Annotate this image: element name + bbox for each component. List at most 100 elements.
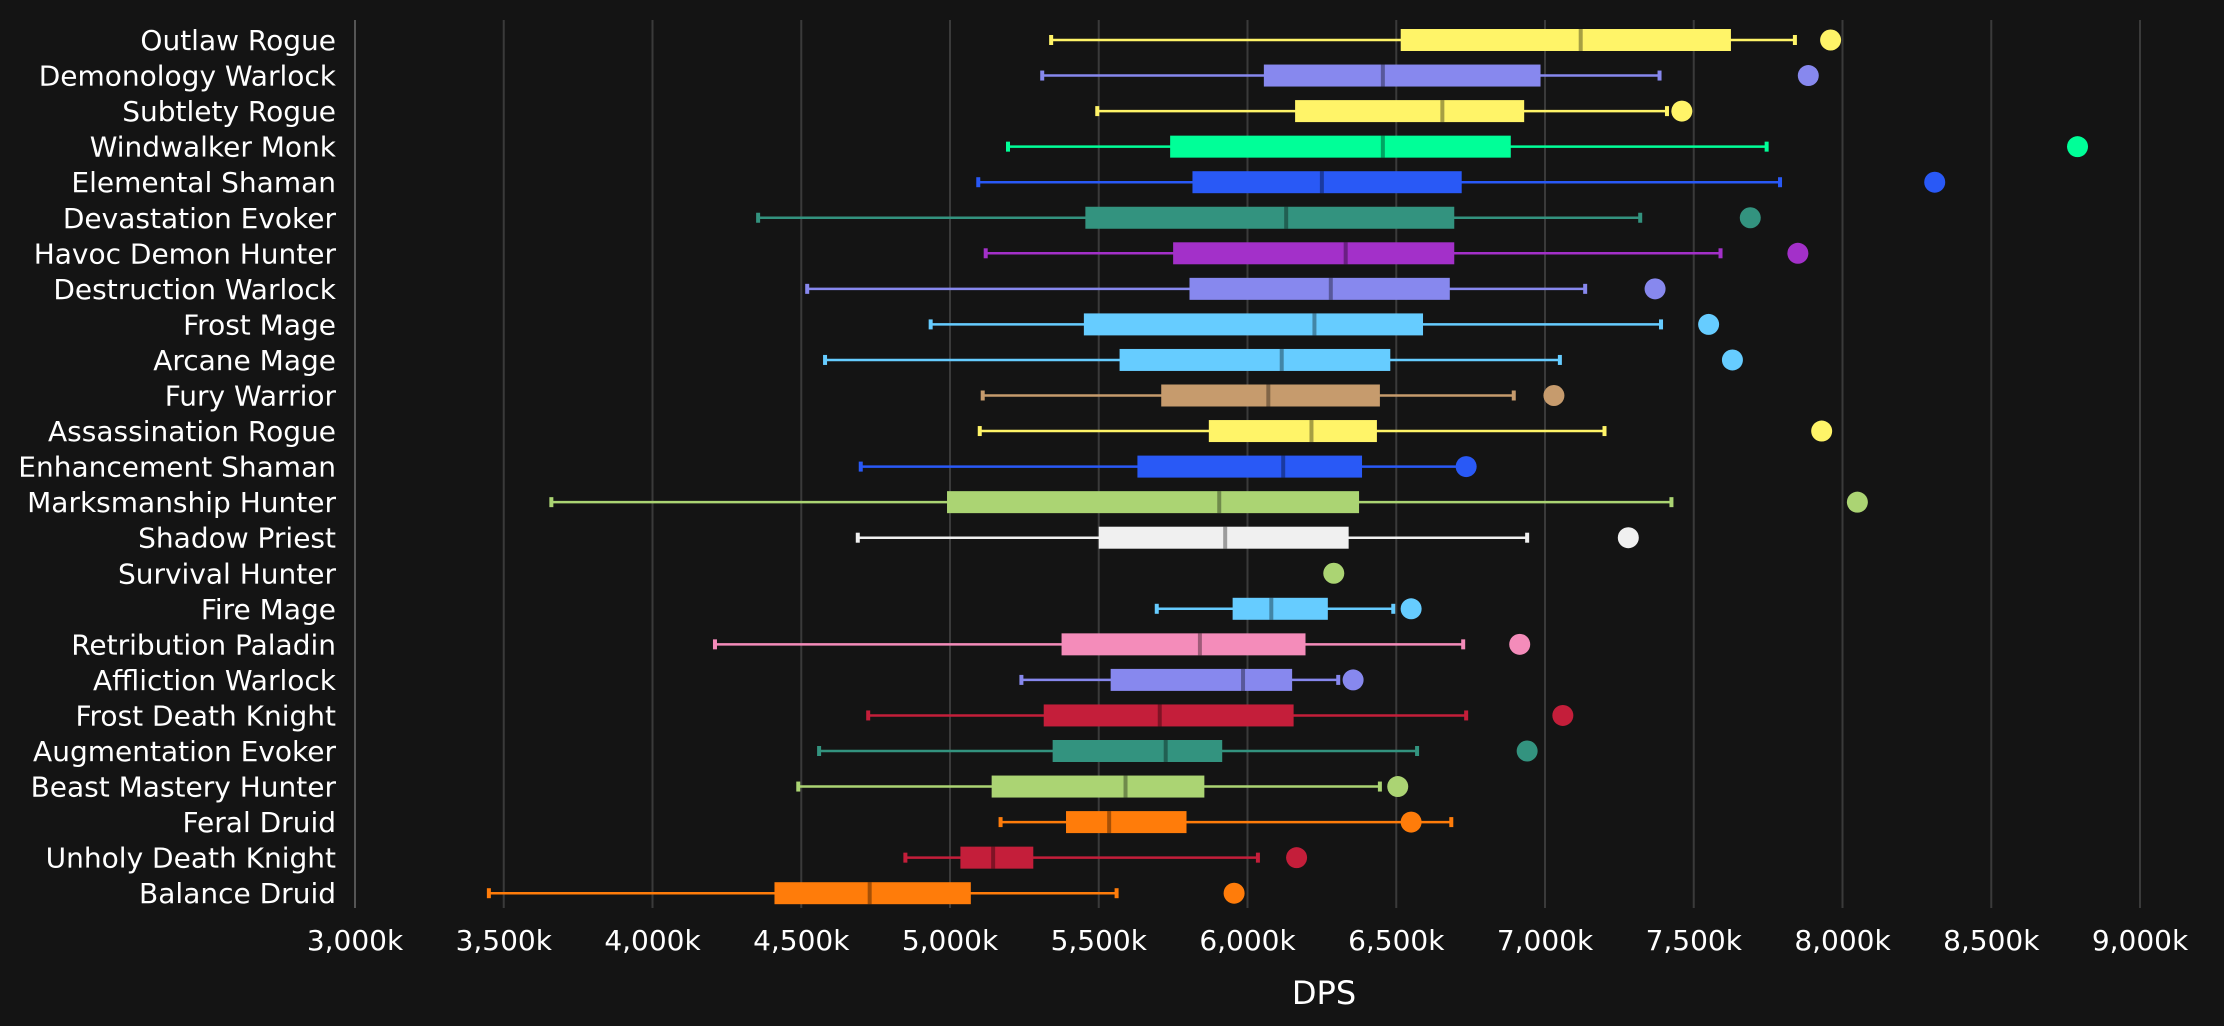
max-point bbox=[1820, 29, 1842, 51]
box-iqr bbox=[960, 846, 1034, 869]
series-frost-death-knight bbox=[866, 704, 1574, 727]
x-tick-label: 5,000k bbox=[902, 924, 999, 957]
series-balance-druid bbox=[486, 882, 1245, 905]
series-windwalker-monk bbox=[1006, 135, 2089, 158]
x-tick-label: 9,000k bbox=[2092, 924, 2189, 957]
y-category-label: Arcane Mage bbox=[153, 344, 336, 377]
y-category-label: Assassination Rogue bbox=[48, 415, 336, 448]
y-category-label: Fire Mage bbox=[201, 593, 336, 626]
x-tick-label: 4,500k bbox=[753, 924, 850, 957]
series-beast-mastery-hunter bbox=[796, 775, 1409, 798]
box-iqr bbox=[1061, 633, 1306, 656]
box-iqr bbox=[1192, 171, 1462, 194]
box-iqr bbox=[1400, 29, 1731, 51]
box-iqr bbox=[1232, 597, 1328, 620]
x-tick-label: 3,000k bbox=[307, 924, 404, 957]
series-shadow-priest bbox=[855, 526, 1639, 549]
y-category-label: Unholy Death Knight bbox=[46, 842, 336, 875]
y-category-label: Devastation Evoker bbox=[63, 202, 337, 235]
series-affliction-warlock bbox=[1019, 668, 1364, 691]
x-tick-label: 8,000k bbox=[1794, 924, 1891, 957]
box-iqr bbox=[1161, 384, 1380, 407]
y-category-label: Elemental Shaman bbox=[71, 166, 336, 199]
box-iqr bbox=[1043, 704, 1294, 727]
series-destruction-warlock bbox=[805, 277, 1666, 300]
x-tick-label: 5,500k bbox=[1051, 924, 1148, 957]
max-point bbox=[1787, 242, 1809, 264]
series-devastation-evoker bbox=[756, 206, 1761, 229]
max-point bbox=[1543, 385, 1565, 406]
max-point bbox=[1223, 882, 1245, 904]
max-point bbox=[1739, 207, 1761, 229]
box-iqr bbox=[1066, 811, 1187, 834]
max-point bbox=[1924, 171, 1946, 193]
box-iqr bbox=[947, 491, 1360, 514]
x-tick-label: 6,000k bbox=[1199, 924, 1296, 957]
y-category-label: Outlaw Rogue bbox=[140, 24, 336, 57]
x-tick-label: 6,500k bbox=[1348, 924, 1445, 957]
series-marksmanship-hunter bbox=[549, 491, 1868, 514]
series-fire-mage bbox=[1154, 597, 1422, 620]
box-iqr bbox=[991, 775, 1205, 798]
series-feral-druid bbox=[998, 811, 1454, 834]
series-arcane-mage bbox=[823, 348, 1743, 371]
max-point bbox=[1846, 491, 1868, 513]
x-tick-label: 7,000k bbox=[1497, 924, 1594, 957]
y-category-label: Frost Death Knight bbox=[75, 699, 336, 732]
box-iqr bbox=[1110, 668, 1293, 691]
box-iqr bbox=[1208, 420, 1377, 443]
series-survival-hunter bbox=[1323, 562, 1345, 585]
box-iqr bbox=[1052, 740, 1223, 762]
y-category-label: Feral Druid bbox=[182, 806, 336, 839]
series-retribution-paladin bbox=[712, 633, 1531, 656]
x-tick-label: 4,000k bbox=[604, 924, 701, 957]
max-point bbox=[1811, 420, 1833, 442]
box-iqr bbox=[1083, 313, 1424, 336]
max-point bbox=[1286, 847, 1308, 869]
x-tick-label: 7,500k bbox=[1646, 924, 1743, 957]
max-point bbox=[1400, 811, 1422, 833]
y-category-label: Destruction Warlock bbox=[53, 273, 336, 306]
box-iqr bbox=[1295, 100, 1525, 123]
max-point bbox=[1721, 349, 1743, 371]
max-point bbox=[1698, 313, 1720, 335]
x-tick-label: 8,500k bbox=[1943, 924, 2040, 957]
series-enhancement-shaman bbox=[858, 455, 1477, 478]
series-subtlety-rogue bbox=[1095, 100, 1693, 123]
max-point bbox=[2067, 136, 2089, 158]
max-point bbox=[1342, 669, 1364, 691]
y-category-label: Windwalker Monk bbox=[90, 131, 337, 164]
series-demonology-warlock bbox=[1040, 64, 1819, 87]
x-tick-label: 3,500k bbox=[456, 924, 553, 957]
y-category-label: Frost Mage bbox=[183, 308, 336, 341]
box-iqr bbox=[1085, 206, 1455, 229]
box-iqr bbox=[774, 882, 971, 905]
box-iqr bbox=[1119, 348, 1391, 371]
series-havoc-demon-hunter bbox=[983, 242, 1809, 265]
series-unholy-death-knight bbox=[903, 846, 1308, 869]
y-category-label: Marksmanship Hunter bbox=[27, 486, 336, 519]
max-point bbox=[1455, 456, 1477, 478]
box-iqr bbox=[1137, 455, 1363, 478]
y-category-label: Fury Warrior bbox=[165, 380, 337, 413]
max-point bbox=[1400, 598, 1422, 620]
max-point bbox=[1644, 278, 1666, 300]
box-iqr bbox=[1189, 277, 1450, 300]
series-frost-mage bbox=[928, 313, 1720, 336]
y-category-label: Shadow Priest bbox=[138, 522, 336, 555]
max-point bbox=[1671, 100, 1693, 122]
series-outlaw-rogue bbox=[1049, 29, 1842, 51]
box-iqr bbox=[1170, 135, 1511, 158]
max-point bbox=[1516, 740, 1538, 762]
y-category-label: Enhancement Shaman bbox=[18, 451, 336, 484]
box-series bbox=[486, 29, 2089, 905]
series-augmentation-evoker bbox=[817, 740, 1538, 762]
x-axis-title: DPS bbox=[1292, 974, 1356, 1012]
series-elemental-shaman bbox=[976, 171, 1946, 194]
max-point bbox=[1509, 633, 1531, 655]
max-point bbox=[1387, 776, 1409, 798]
max-point bbox=[1323, 562, 1345, 584]
max-point bbox=[1552, 704, 1574, 726]
